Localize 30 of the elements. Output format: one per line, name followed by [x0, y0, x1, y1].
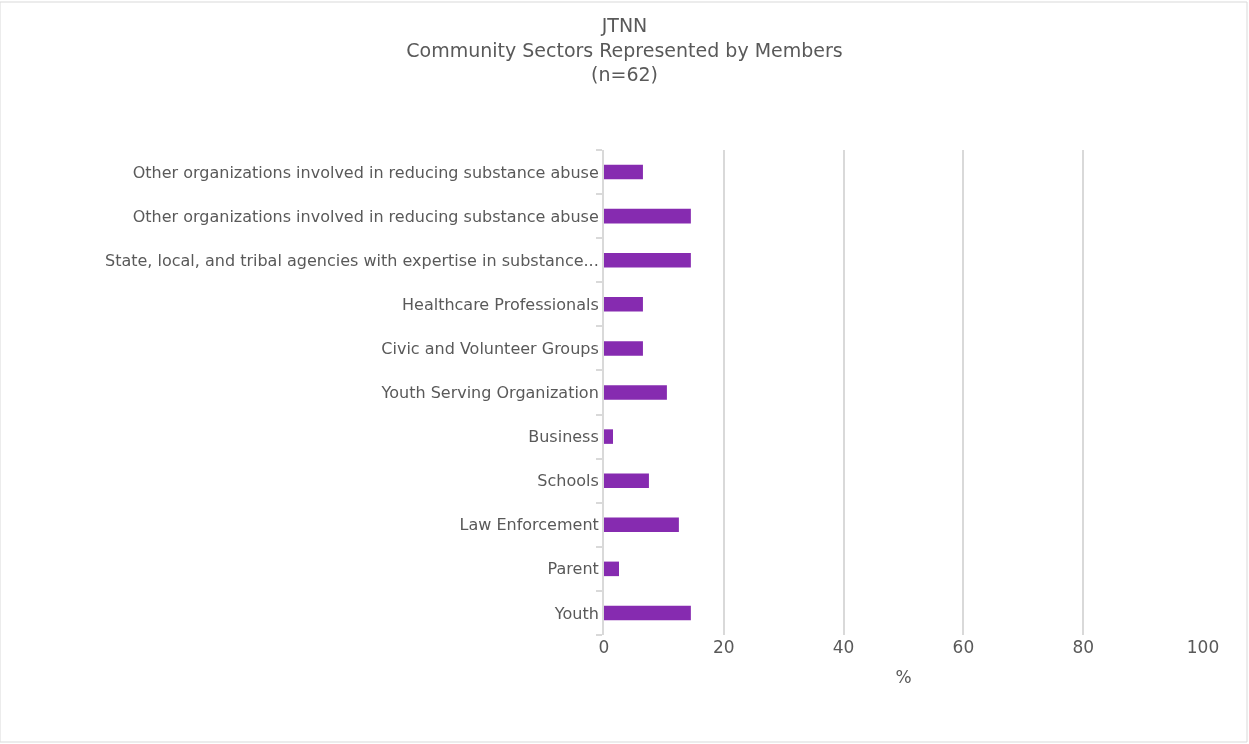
y-tick-label: State, local, and tribal agencies with expertise in substance...	[105, 250, 599, 270]
bar	[604, 164, 643, 180]
bar	[604, 517, 679, 533]
x-tick-label: 80	[1072, 637, 1095, 657]
bar	[604, 252, 691, 268]
y-tick-label: Youth	[553, 603, 599, 623]
y-tick-label: Parent	[547, 559, 599, 579]
x-tick-label: 100	[1186, 637, 1220, 657]
x-tick-label: 0	[598, 637, 610, 657]
chart-title: JTNN Community Sectors Represented by Members (n=62)	[406, 14, 843, 86]
bar	[604, 341, 643, 356]
y-tick-label: Other organizations involved in reducing substance abuse	[132, 162, 599, 182]
y-tick-label: Business	[528, 427, 599, 447]
y-tick-label: Civic and Volunteer Groups	[381, 339, 599, 359]
bar	[604, 561, 619, 577]
x-tick-label: 20	[712, 637, 735, 657]
bar	[604, 208, 691, 224]
y-tick-label: Healthcare Professionals	[402, 294, 599, 314]
bar	[604, 297, 643, 312]
y-tick-label: Schools	[537, 471, 599, 491]
y-tick-label: Law Enforcement	[459, 515, 599, 535]
y-tick-label: Youth Serving Organization	[380, 383, 599, 403]
x-tick-label: 60	[952, 637, 975, 657]
bar	[604, 385, 667, 400]
y-tick-label: Other organizations involved in reducing substance abuse	[132, 206, 599, 226]
bar	[604, 473, 649, 488]
bar	[604, 605, 691, 621]
x-tick-label: 40	[832, 637, 855, 657]
bar	[604, 429, 613, 444]
x-axis-title: %	[895, 667, 912, 688]
